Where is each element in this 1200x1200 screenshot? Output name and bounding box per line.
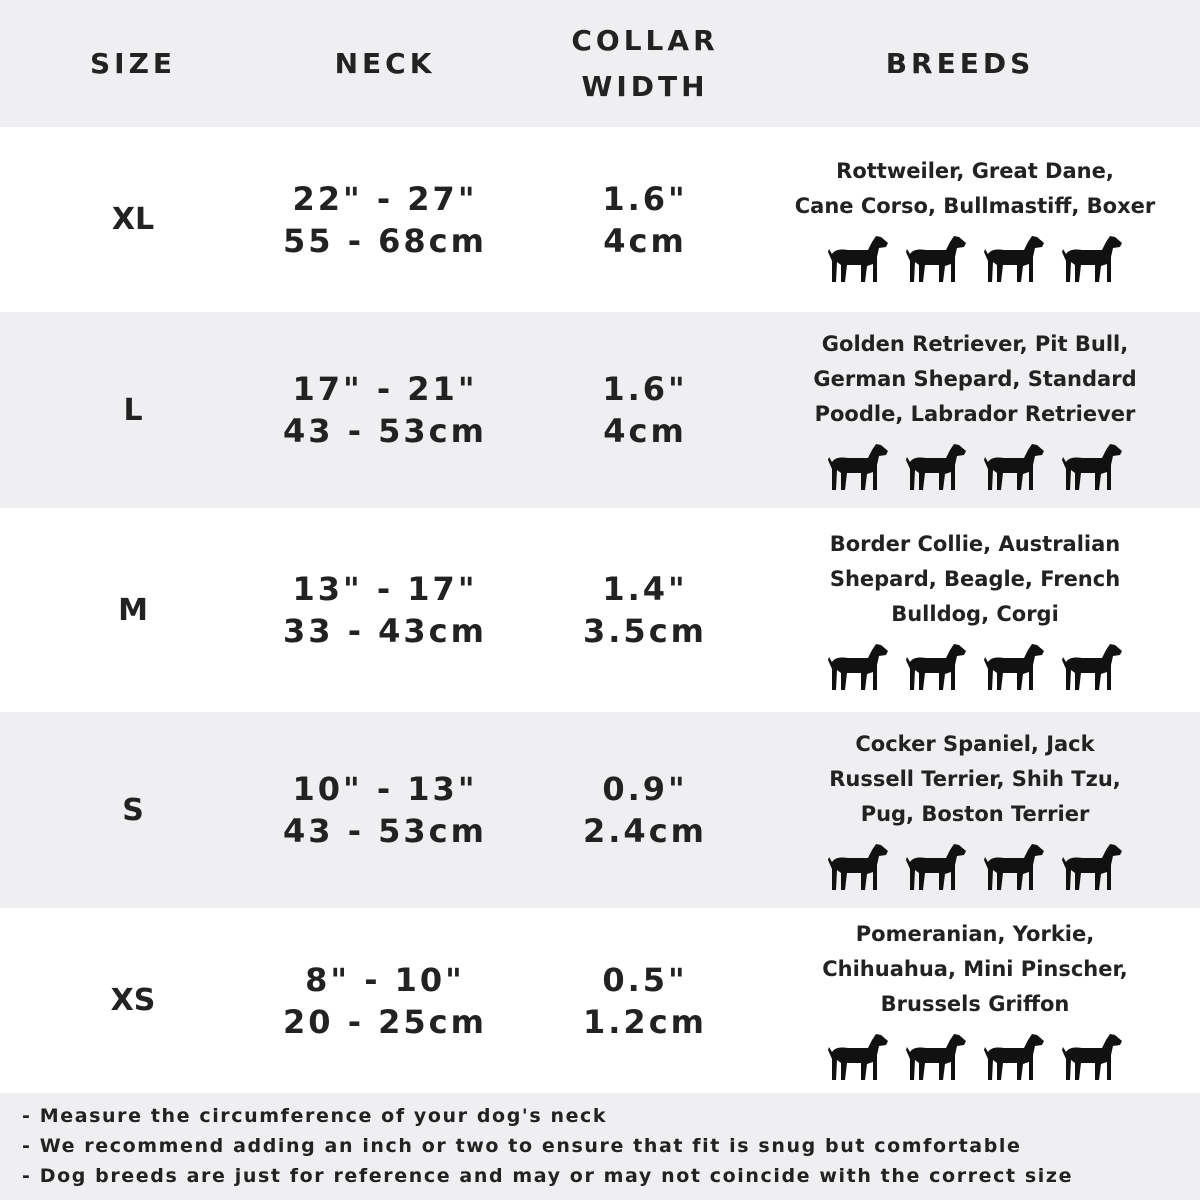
breeds-cell: Cocker Spaniel, Jack Russell Terrier, Shi… [770,712,1180,908]
width-cm: 4cm [603,412,687,450]
breeds-cell: Border Collie, Australian Shepard, Beagle… [770,508,1180,712]
table-row: M 13" - 17" 33 - 43cm 1.4" 3.5cm Border … [0,508,1200,712]
neck-cm: 20 - 25cm [283,1002,487,1041]
size-label: XS [110,983,156,1018]
french-bulldog-icon [984,643,1044,690]
rottweiler-icon [828,235,888,282]
size-label: L [123,392,143,428]
breed-line: Poodle, Labrador Retriever [814,401,1136,426]
beagle-icon [906,643,966,690]
breeds-cell: Pomeranian, Yorkie, Chihuahua, Mini Pinsc… [770,908,1180,1093]
note: - Dog breeds are just for reference and … [22,1165,1074,1187]
width-cm: 3.5cm [583,612,707,650]
breed-line: Russell Terrier, Shih Tzu, [829,766,1121,791]
header-collar-line2: WIDTH [581,69,709,103]
collar-width: 0.5" 1.2cm [525,908,765,1093]
breed-icons [826,838,1124,894]
neck-measure: 17" - 21" 43 - 53cm [255,312,515,508]
table-header: SIZE NECK COLLAR WIDTH BREEDS [0,0,1200,127]
header-collar-line1: COLLAR [571,23,719,57]
mini-pinscher-icon [1062,1034,1122,1080]
breed-line: Shepard, Beagle, French [829,566,1121,591]
breeds-cell: Rottweiler, Great Dane, Cane Corso, Bullm… [770,127,1180,312]
neck-cm: 43 - 53cm [283,812,487,850]
breed-icons [826,638,1124,694]
breed-line: Rottweiler, Great Dane, [836,158,1114,183]
yorkie-icon [906,1034,966,1080]
size-label: XL [111,202,155,237]
breed-line: German Shepard, Standard [813,366,1137,391]
great-dane-icon [906,235,966,282]
neck-inches: 8" - 10" [305,960,465,999]
neck-inches: 10" - 13" [292,770,478,808]
cocker-spaniel-icon [828,843,888,890]
neck-measure: 10" - 13" 43 - 53cm [255,712,515,908]
neck-inches: 17" - 21" [292,370,478,408]
poodle-icon [984,443,1044,490]
table-row: XS 8" - 10" 20 - 25cm 0.5" 1.2cm Pomeran… [0,908,1200,1093]
collar-width: 0.9" 2.4cm [525,712,765,908]
neck-inches: 22" - 27" [292,179,478,218]
neck-measure: 13" - 17" 33 - 43cm [255,508,515,712]
breeds-cell: Golden Retriever, Pit Bull, German Shepar… [770,312,1180,508]
breed-line: Brussels Griffon [880,992,1070,1016]
width-inches: 1.6" [602,370,688,408]
chihuahua-icon [984,1034,1044,1080]
breed-icons [826,1028,1124,1084]
width-cm: 1.2cm [583,1002,707,1041]
width-inches: 0.9" [602,770,688,808]
width-inches: 1.4" [602,570,688,608]
width-cm: 4cm [603,221,687,260]
neck-cm: 33 - 43cm [283,612,487,650]
breed-line: Border Collie, Australian [829,531,1121,556]
pomeranian-icon [828,1034,888,1080]
footer-notes: - Measure the circumference of your dog'… [0,1093,1200,1200]
breed-line: Pug, Boston Terrier [860,801,1090,826]
breed-line: Golden Retriever, Pit Bull, [821,331,1129,356]
pug-icon [1062,843,1122,890]
table-row: S 10" - 13" 43 - 53cm 0.9" 2.4cm Cocker … [0,712,1200,908]
border-collie-icon [828,643,888,690]
breed-icons [826,230,1124,286]
table-row: L 17" - 21" 43 - 53cm 1.6" 4cm Golden Re… [0,312,1200,508]
note: - We recommend adding an inch or two to … [22,1135,1022,1157]
header-collar-width: COLLAR WIDTH [525,0,765,127]
golden-retriever-icon [828,443,888,490]
neck-inches: 13" - 17" [292,570,478,608]
labrador-icon [906,443,966,490]
breed-icons [826,438,1124,494]
collar-width: 1.6" 4cm [525,312,765,508]
collar-width: 1.4" 3.5cm [525,508,765,712]
neck-cm: 43 - 53cm [283,412,487,450]
header-neck: NECK [334,46,436,80]
breed-line: Bulldog, Corgi [891,601,1059,626]
width-inches: 0.5" [602,960,688,999]
breed-line: Chihuahua, Mini Pinscher, [822,957,1128,981]
neck-cm: 55 - 68cm [283,221,487,260]
german-shepherd-icon [1062,443,1122,490]
note: - Measure the circumference of your dog'… [22,1105,608,1127]
header-breeds: BREEDS [885,46,1035,80]
corgi-icon [1062,643,1122,690]
size-label: M [118,592,148,628]
size-label: S [122,792,144,828]
jack-russell-icon [906,843,966,890]
breed-line: Cane Corso, Bullmastiff, Boxer [794,193,1156,218]
breed-line: Cocker Spaniel, Jack [855,731,1095,756]
collar-width: 1.6" 4cm [525,127,765,312]
neck-measure: 22" - 27" 55 - 68cm [255,127,515,312]
table-row: XL 22" - 27" 55 - 68cm 1.6" 4cm Rottweil… [0,127,1200,312]
breed-line: Pomeranian, Yorkie, [855,922,1095,946]
header-size: SIZE [89,46,176,80]
bullmastiff-icon [1062,235,1122,282]
cane-corso-icon [984,235,1044,282]
width-inches: 1.6" [602,179,688,218]
neck-measure: 8" - 10" 20 - 25cm [255,908,515,1093]
shih-tzu-icon [984,843,1044,890]
width-cm: 2.4cm [583,812,707,850]
